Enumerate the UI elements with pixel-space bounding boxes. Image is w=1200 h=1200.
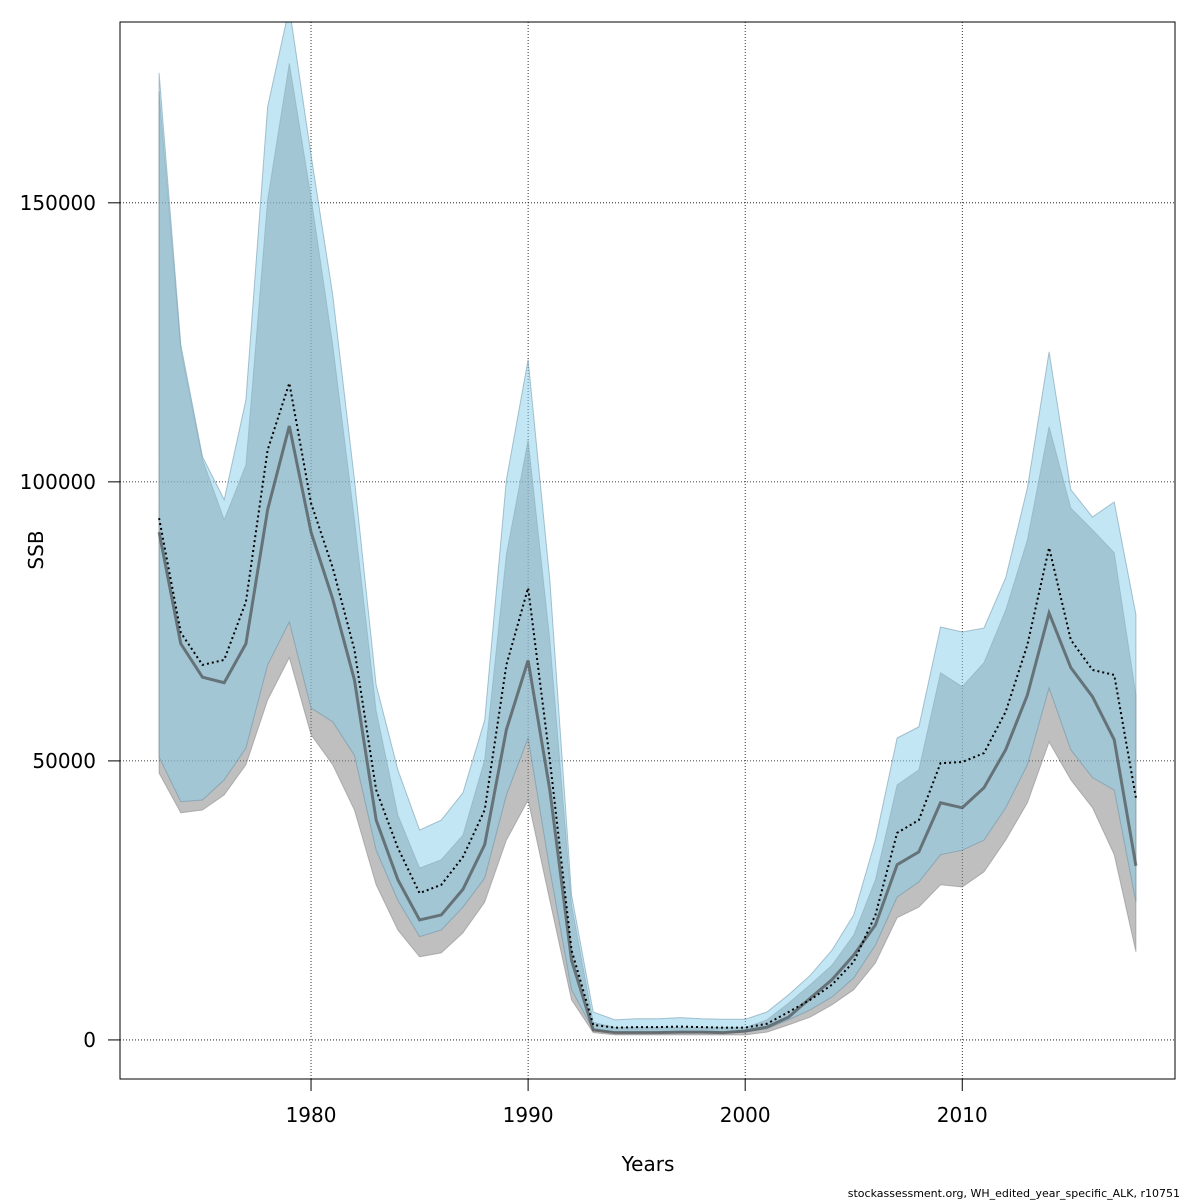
x-tick-label: 1980 — [286, 1103, 337, 1127]
y-axis-label: SSB — [24, 530, 48, 569]
x-tick-label: 2010 — [937, 1103, 988, 1127]
footnote: stockassessment.org, WH_edited_year_spec… — [848, 1187, 1180, 1200]
y-tick-label: 50000 — [32, 749, 96, 773]
confidence-band — [158, 22, 1137, 1033]
plot-frame — [119, 21, 1176, 1080]
y-tick-label: 150000 — [20, 191, 96, 215]
series-line — [157, 425, 1138, 1035]
x-tick-label: 1990 — [503, 1103, 554, 1127]
y-tick-label: 100000 — [20, 470, 96, 494]
x-tick-label: 2000 — [720, 1103, 771, 1127]
x-axis-label: Years — [621, 1152, 675, 1176]
series-line — [158, 382, 1137, 1029]
plot-area — [120, 22, 1175, 1079]
y-tick-label: 0 — [83, 1028, 96, 1052]
